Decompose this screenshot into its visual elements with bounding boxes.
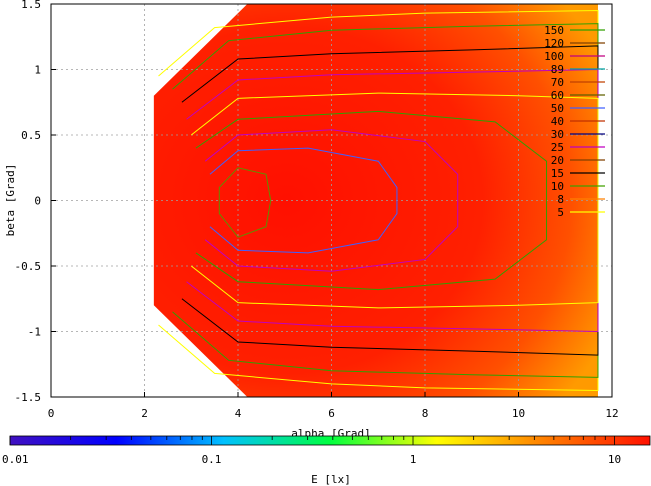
legend-label: 100 [544,50,564,63]
y-tick-label: -0.5 [15,260,42,273]
x-ticks: 0 2 4 6 8 10 12 [48,392,619,420]
contour-line [218,167,272,238]
y-tick-label: -1.5 [15,391,42,404]
legend-label: 20 [551,154,564,167]
x-tick-label: 6 [328,407,335,420]
heat-region [153,4,598,397]
y-axis-label: beta [Grad] [4,164,17,237]
x-tick-label: 2 [141,407,148,420]
y-tick-label: 0.5 [21,129,41,142]
legend-label: 15 [551,167,564,180]
y-tick-label: 0 [34,195,41,208]
x-tick-label: 0 [48,407,55,420]
legend-label: 150 [544,24,564,37]
contour-line [195,110,548,291]
colorbar-tick-label: 0.1 [202,453,222,466]
colorbar-tick-label: 10 [608,453,621,466]
legend-label: 70 [551,76,564,89]
legend-label: 40 [551,115,564,128]
heat-surface [153,4,598,397]
legend-label: 5 [557,206,564,219]
colorbar-tick-label: 0.01 [2,453,29,466]
colorbar-label: E [lx] [311,473,351,486]
legend-label: 89 [551,63,564,76]
y-ticks: -1.5 -1 -0.5 0 0.5 1 1.5 [15,0,56,404]
colorbar-tick-label: 1 [410,453,417,466]
x-tick-label: 10 [512,407,525,420]
y-tick-label: 1.5 [21,0,41,11]
legend-label: 120 [544,37,564,50]
legend-label: 60 [551,89,564,102]
contour-line [204,129,459,272]
legend-label: 25 [551,141,564,154]
grid [51,4,612,397]
legend-label: 8 [557,193,564,206]
contour-line [209,147,398,254]
x-tick-label: 12 [605,407,618,420]
legend-label: 10 [551,180,564,193]
x-tick-label: 4 [235,407,242,420]
legend-label: 30 [551,128,564,141]
colorbar-ticks: 0.01 0.1 1 10 [2,436,621,466]
y-tick-label: -1 [28,326,41,339]
y-tick-label: 1 [34,64,41,77]
contour-line [190,92,599,309]
x-tick-label: 8 [422,407,429,420]
legend-label: 50 [551,102,564,115]
contour-lines [158,10,599,391]
